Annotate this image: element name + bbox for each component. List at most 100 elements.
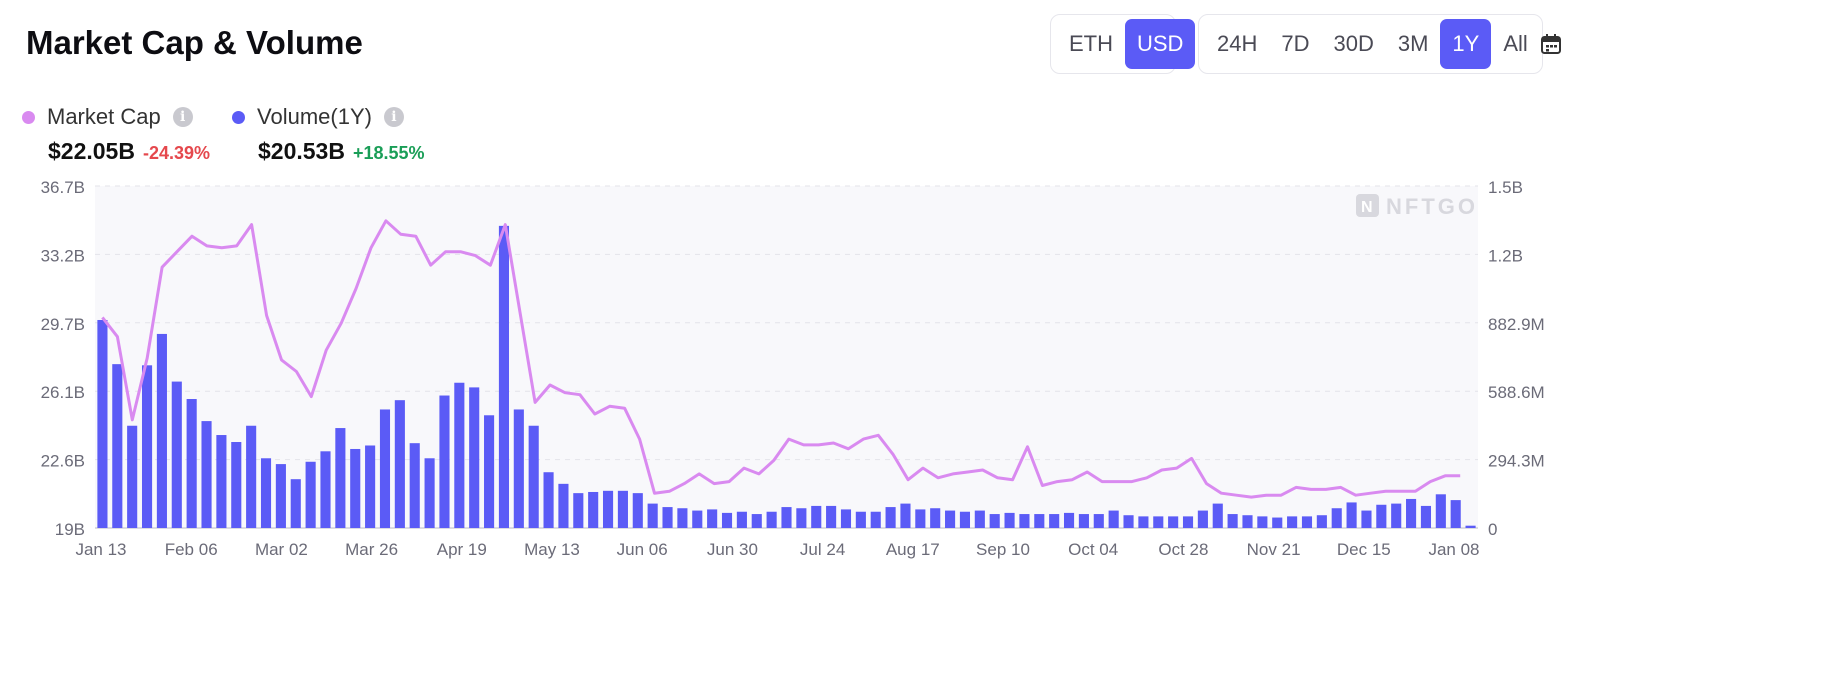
volume-bar[interactable]	[662, 507, 673, 528]
volume-bar[interactable]	[141, 365, 153, 528]
range-24h[interactable]: 24H	[1217, 31, 1258, 56]
calendar-icon[interactable]	[1540, 19, 1562, 69]
volume-bar[interactable]	[1168, 516, 1179, 528]
volume-bar[interactable]	[1078, 514, 1089, 528]
volume-bar[interactable]	[721, 512, 733, 528]
volume-bar[interactable]	[1301, 516, 1313, 528]
volume-bar[interactable]	[959, 511, 971, 528]
volume-bar[interactable]	[573, 493, 584, 528]
volume-bar[interactable]	[543, 472, 554, 528]
volume-bar[interactable]	[186, 399, 197, 528]
volume-bar[interactable]	[513, 409, 524, 528]
info-icon[interactable]: i	[383, 107, 404, 127]
volume-bar[interactable]	[692, 510, 703, 528]
volume-bar[interactable]	[930, 508, 941, 528]
volume-bar[interactable]	[246, 425, 257, 528]
volume-bar[interactable]	[454, 382, 465, 528]
volume-bar[interactable]	[350, 448, 361, 528]
volume-bar[interactable]	[647, 503, 658, 528]
volume-bar[interactable]	[707, 509, 718, 528]
volume-bar[interactable]	[617, 490, 628, 528]
volume-bar[interactable]	[528, 425, 539, 528]
volume-bar[interactable]	[1034, 514, 1045, 528]
volume-bar[interactable]	[989, 514, 1000, 528]
volume-bar[interactable]	[870, 511, 881, 528]
volume-bar[interactable]	[1376, 504, 1387, 528]
volume-bar[interactable]	[469, 387, 480, 528]
volume-bar[interactable]	[156, 333, 167, 528]
volume-bar[interactable]	[498, 225, 510, 529]
range-all[interactable]: All	[1503, 31, 1528, 56]
volume-bar[interactable]	[915, 509, 926, 528]
volume-bar[interactable]	[1197, 510, 1208, 528]
volume-bar[interactable]	[1361, 510, 1372, 528]
range-3m[interactable]: 3M	[1397, 31, 1429, 56]
volume-bar[interactable]	[1420, 505, 1432, 528]
volume-bar[interactable]	[1316, 515, 1327, 528]
volume-bar[interactable]	[811, 505, 822, 528]
volume-bar[interactable]	[736, 511, 747, 528]
volume-bar[interactable]	[439, 395, 450, 528]
volume-bar[interactable]	[1063, 512, 1075, 528]
volume-bar[interactable]	[260, 458, 272, 528]
volume-bar[interactable]	[945, 510, 956, 528]
volume-bar[interactable]	[1227, 514, 1238, 528]
volume-bar[interactable]	[379, 409, 391, 528]
volume-bar[interactable]	[1272, 517, 1283, 528]
currency-eth[interactable]: ETH	[1069, 31, 1113, 56]
volume-bar[interactable]	[424, 458, 435, 528]
volume-bar[interactable]	[855, 511, 866, 528]
volume-bar[interactable]	[305, 461, 316, 528]
info-icon[interactable]: i	[172, 107, 193, 127]
volume-bar[interactable]	[1019, 514, 1030, 528]
volume-bar[interactable]	[1435, 494, 1446, 528]
volume-bar[interactable]	[751, 514, 762, 528]
volume-bar[interactable]	[826, 505, 837, 528]
range-7d[interactable]: 7D	[1281, 31, 1310, 56]
volume-bar[interactable]	[1004, 512, 1015, 528]
volume-bar[interactable]	[840, 509, 852, 528]
volume-bar[interactable]	[290, 479, 301, 528]
volume-bar[interactable]	[1391, 503, 1402, 528]
volume-bar[interactable]	[365, 445, 376, 528]
volume-bar[interactable]	[127, 425, 138, 528]
volume-bar[interactable]	[335, 428, 346, 528]
volume-bar[interactable]	[97, 319, 108, 528]
volume-bar[interactable]	[1406, 498, 1417, 528]
currency-usd[interactable]: USD	[1125, 19, 1196, 69]
volume-bar[interactable]	[974, 510, 985, 528]
volume-bar[interactable]	[781, 507, 792, 528]
volume-bar[interactable]	[1138, 516, 1149, 528]
volume-bar[interactable]	[900, 503, 911, 528]
range-1y[interactable]: 1Y	[1440, 19, 1492, 69]
volume-bar[interactable]	[201, 421, 212, 528]
volume-bar[interactable]	[171, 381, 182, 528]
volume-bar[interactable]	[1093, 514, 1104, 528]
volume-bar[interactable]	[885, 507, 896, 528]
volume-bar[interactable]	[484, 415, 495, 528]
volume-bar[interactable]	[1242, 515, 1253, 528]
volume-bar[interactable]	[677, 508, 688, 528]
volume-bar[interactable]	[796, 508, 807, 528]
volume-bar[interactable]	[1049, 514, 1060, 528]
volume-bar[interactable]	[216, 435, 227, 528]
volume-bar[interactable]	[394, 400, 405, 528]
volume-bar[interactable]	[1153, 516, 1164, 528]
volume-bar[interactable]	[766, 511, 777, 528]
volume-bar[interactable]	[558, 483, 569, 528]
volume-bar[interactable]	[1465, 525, 1476, 528]
volume-bar[interactable]	[1450, 500, 1461, 528]
volume-bar[interactable]	[588, 491, 599, 528]
volume-bar[interactable]	[602, 490, 614, 528]
volume-bar[interactable]	[1331, 508, 1342, 528]
volume-bar[interactable]	[1182, 516, 1194, 528]
volume-bar[interactable]	[409, 443, 420, 528]
volume-bar[interactable]	[1257, 516, 1268, 528]
volume-bar[interactable]	[1346, 502, 1357, 528]
volume-bar[interactable]	[1287, 516, 1298, 528]
volume-bar[interactable]	[1108, 510, 1119, 528]
range-30d[interactable]: 30D	[1333, 31, 1374, 56]
volume-bar[interactable]	[275, 464, 286, 528]
volume-bar[interactable]	[1123, 515, 1134, 528]
volume-bar[interactable]	[1212, 503, 1223, 528]
